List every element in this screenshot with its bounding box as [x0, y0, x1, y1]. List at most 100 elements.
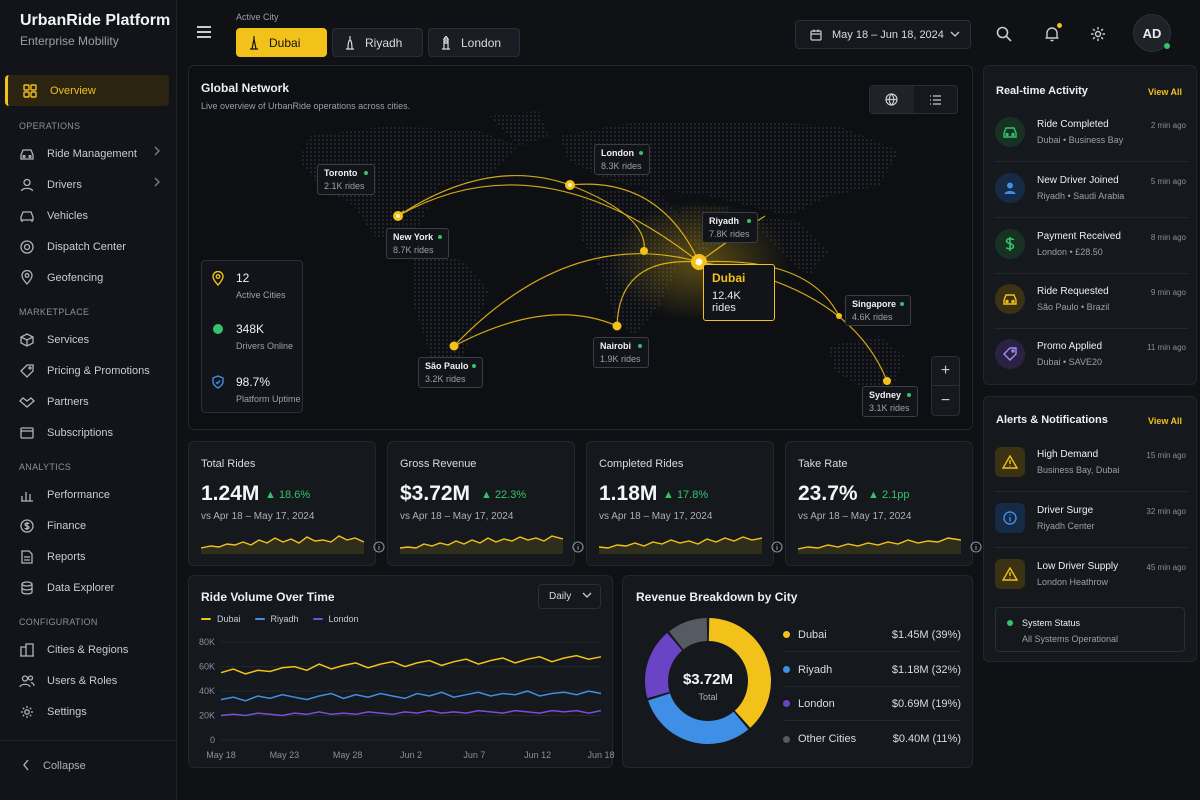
sidebar-item-drivers[interactable]: Drivers: [5, 169, 169, 200]
car-icon: [995, 117, 1025, 147]
activity-item[interactable]: Promo Applied Dubai • SAVE20 11 min ago: [994, 329, 1188, 384]
avatar[interactable]: AD: [1133, 14, 1171, 52]
tower-icon: [249, 35, 259, 50]
sidebar-item-vehicles[interactable]: Vehicles: [5, 200, 169, 231]
activity-item[interactable]: Ride Requested São Paulo • Brazil 9 min ag…: [994, 274, 1188, 329]
donut-slice-other-cities[interactable]: [669, 618, 708, 650]
sidebar: UrbanRide Platform Enterprise Mobility O…: [0, 0, 177, 800]
warning-icon: [995, 447, 1025, 477]
menu-icon[interactable]: [197, 26, 211, 38]
sidebar-item-subscriptions[interactable]: Subscriptions: [5, 417, 169, 448]
city-nodes: [393, 180, 891, 385]
bell-icon[interactable]: [1043, 23, 1062, 43]
sidebar-item-users[interactable]: Users & Roles: [5, 665, 169, 696]
revenue-donut-chart[interactable]: [643, 616, 773, 746]
section-configuration: CONFIGURATION: [19, 617, 98, 627]
sidebar-item-data-explorer[interactable]: Data Explorer: [5, 572, 169, 603]
city-label-singapore[interactable]: Singapore 4.6K rides: [845, 295, 911, 326]
alert-item[interactable]: Driver Surge Riyadh Center 32 min ago: [994, 493, 1188, 548]
x-tick-label: May 28: [333, 750, 363, 760]
city-label-nairobi[interactable]: Nairobi 1.9K rides: [593, 337, 649, 368]
activity-item[interactable]: Payment Received London • £28.50 8 min ago: [994, 219, 1188, 274]
alert-item[interactable]: Low Driver Supply London Heathrow 45 min a…: [994, 549, 1188, 604]
sidebar-item-overview[interactable]: Overview: [5, 75, 169, 106]
zoom-out-button[interactable]: −: [940, 391, 951, 409]
buildings-icon: [19, 642, 35, 658]
avatar-initials: AD: [1142, 25, 1162, 41]
grid-icon: [22, 83, 38, 99]
x-tick-label: Jun 18: [587, 750, 614, 760]
city-label-new-york[interactable]: New York 8.7K rides: [386, 228, 449, 259]
sidebar-item-reports[interactable]: Reports: [5, 541, 169, 572]
sidebar-item-geofencing[interactable]: Geofencing: [5, 262, 169, 293]
x-tick-label: May 23: [270, 750, 300, 760]
volume-legend: Dubai Riyadh London: [201, 614, 373, 624]
kpi-value: 1.24M: [201, 482, 260, 505]
sidebar-item-performance[interactable]: Performance: [5, 479, 169, 510]
zoom-in-button[interactable]: +: [932, 357, 959, 386]
gear-icon: [19, 704, 35, 720]
donut-slice-riyadh[interactable]: [648, 693, 749, 744]
activity-view-all[interactable]: View All: [1147, 87, 1182, 97]
sidebar-item-pricing[interactable]: Pricing & Promotions: [5, 355, 169, 386]
list-icon[interactable]: [914, 86, 958, 113]
city-label-toronto[interactable]: Toronto 2.1K rides: [317, 164, 375, 195]
gear-icon[interactable]: [1089, 25, 1107, 43]
ride-volume-chart[interactable]: 0 20K 40K 60K 80K May 18 May 23 May 28 Jun 2 Jun …: [189, 628, 614, 766]
world-map[interactable]: [189, 66, 973, 430]
shield-icon: [212, 375, 226, 404]
sidebar-item-settings[interactable]: Settings: [5, 696, 169, 727]
map-stats-card: 12 Active Cities 348K Drivers Online 98.7%…: [201, 260, 303, 413]
granularity-select[interactable]: Daily: [538, 584, 601, 609]
alert-item[interactable]: High Demand Business Bay, Dubai 15 min ago: [994, 437, 1188, 492]
sidebar-item-label: Settings: [47, 705, 87, 718]
revenue-row-london: London $0.69M (19%): [783, 687, 961, 721]
city-tab-riyadh[interactable]: Riyadh: [332, 28, 423, 57]
activity-item[interactable]: Ride Completed Dubai • Business Bay 2 min …: [994, 107, 1188, 162]
city-label-dubai[interactable]: Dubai 12.4K rides: [703, 264, 775, 321]
top-bar: Active City Dubai Riyadh London May 18 –…: [177, 0, 1200, 64]
document-icon: [19, 549, 35, 565]
map-title: Global Network: [201, 81, 290, 95]
dollar-icon: [19, 518, 35, 534]
donut-slice-london[interactable]: [645, 632, 683, 699]
sidebar-item-cities[interactable]: Cities & Regions: [5, 634, 169, 665]
sidebar-item-label: Ride Management: [47, 147, 137, 160]
city-tab-london[interactable]: London: [428, 28, 520, 57]
kpi-card-completed-rides: Completed Rides 1.18M ▲ 17.8% vs Apr 18 …: [586, 441, 783, 566]
target-icon: [19, 239, 35, 255]
stat-active-cities: 12 Active Cities: [212, 270, 286, 300]
sidebar-item-label: Overview: [50, 84, 96, 97]
activity-item[interactable]: New Driver Joined Riyadh • Saudi Arabia 5 …: [994, 163, 1188, 218]
sidebar-item-services[interactable]: Services: [5, 324, 169, 355]
city-label-london[interactable]: London 8.3K rides: [594, 144, 650, 175]
sidebar-item-dispatch[interactable]: Dispatch Center: [5, 231, 169, 262]
sidebar-item-finance[interactable]: Finance: [5, 510, 169, 541]
alerts-panel: Alerts & Notifications View All High Dem…: [983, 396, 1197, 662]
chevron-down-icon: [950, 29, 960, 41]
revenue-breakdown-panel: Revenue Breakdown by City $3.72M Total D…: [622, 575, 973, 768]
granularity-value: Daily: [549, 591, 572, 602]
section-marketplace: MARKETPLACE: [19, 307, 90, 317]
x-tick-label: May 18: [206, 750, 236, 760]
stat-drivers-online: 348K Drivers Online: [212, 322, 293, 351]
search-icon[interactable]: [995, 25, 1013, 43]
kpi-label: Take Rate: [798, 458, 848, 470]
city-label-sydney[interactable]: Sydney 3.1K rides: [862, 386, 918, 417]
city-tab-label: London: [461, 35, 502, 50]
box-icon: [19, 332, 35, 348]
alerts-view-all[interactable]: View All: [1147, 416, 1182, 426]
city-tab-dubai[interactable]: Dubai: [236, 28, 327, 57]
vehicle-icon: [19, 208, 35, 224]
sidebar-item-ride-management[interactable]: Ride Management: [5, 138, 169, 169]
sidebar-item-partners[interactable]: Partners: [5, 386, 169, 417]
collapse-button[interactable]: Collapse: [0, 740, 176, 800]
city-label-riyadh[interactable]: Riyadh 7.8K rides: [702, 212, 758, 243]
date-range-picker[interactable]: May 18 – Jun 18, 2024: [795, 20, 971, 49]
y-tick-label: 0: [210, 735, 215, 745]
map-pin-icon: [19, 270, 35, 286]
brand-subtitle: Enterprise Mobility: [20, 34, 119, 48]
city-label-sao-paulo[interactable]: São Paulo 3.2K rides: [418, 357, 483, 388]
donut-slice-dubai[interactable]: [708, 618, 771, 728]
globe-icon[interactable]: [870, 86, 914, 113]
